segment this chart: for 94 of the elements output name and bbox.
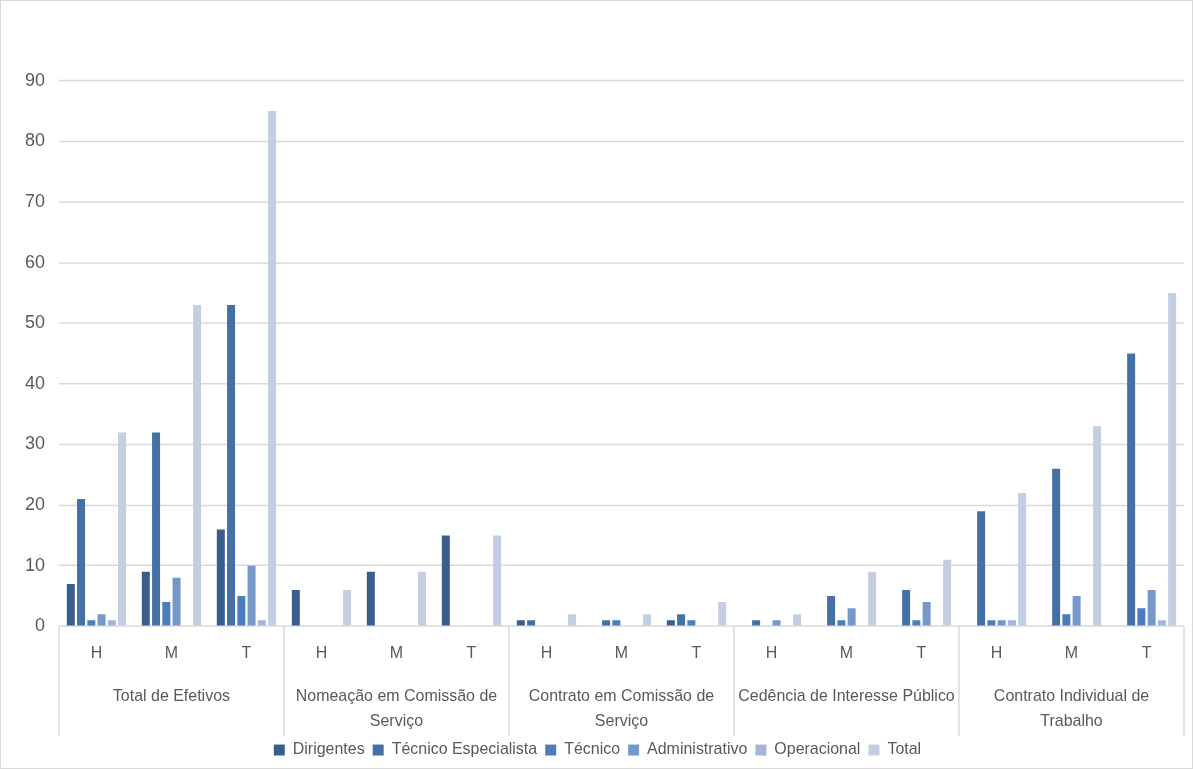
y-tick-label: 30 — [24, 433, 45, 454]
bar — [912, 620, 921, 626]
y-tick-label: 50 — [24, 312, 45, 333]
x-tick-label: T — [1141, 644, 1152, 662]
bar — [1093, 426, 1102, 626]
bar — [1062, 614, 1071, 626]
bar — [1168, 292, 1177, 626]
bar — [847, 608, 856, 626]
bar — [687, 620, 696, 626]
x-tick-label: T — [466, 644, 477, 662]
legend-label: Administrativo — [647, 740, 748, 758]
bar — [943, 559, 952, 626]
bar — [516, 620, 525, 626]
bar — [257, 620, 266, 626]
y-tick-label: 0 — [34, 615, 45, 636]
bar — [643, 614, 652, 626]
bar — [1137, 608, 1146, 626]
bar — [107, 620, 116, 626]
bar — [291, 590, 300, 626]
legend-label: Operacional — [774, 740, 861, 758]
bar — [366, 571, 375, 626]
bar — [1157, 620, 1166, 626]
bar — [343, 590, 352, 626]
x-tick-label: H — [540, 644, 553, 662]
text: Contrato Individual de Trabalho — [993, 686, 1150, 729]
bar — [493, 535, 502, 626]
bar — [247, 565, 256, 626]
y-tick-label: 90 — [24, 69, 45, 90]
bar — [793, 614, 802, 626]
x-tick-label: M — [389, 644, 404, 662]
legend-label: Dirigentes — [292, 740, 365, 758]
legend-label: Técnico Especialista — [391, 740, 538, 758]
x-tick-label: M — [839, 644, 854, 662]
bar — [141, 571, 150, 626]
y-tick-label: 70 — [24, 190, 45, 211]
x-tick-label: H — [90, 644, 103, 662]
bar — [827, 596, 836, 626]
x-tick-label: H — [765, 644, 778, 662]
bar — [987, 620, 996, 626]
legend-label: Total — [887, 740, 922, 758]
bar — [237, 596, 246, 626]
bar — [1007, 620, 1016, 626]
bar — [677, 614, 686, 626]
text: Contrato em Comissão de Serviço — [528, 686, 715, 729]
bar — [97, 614, 106, 626]
bar — [227, 305, 236, 626]
bar — [868, 571, 877, 626]
bar — [216, 529, 225, 626]
bar — [1127, 353, 1136, 626]
x-tick-label: M — [614, 644, 629, 662]
legend-label: Técnico — [564, 740, 621, 758]
y-tick-label: 40 — [24, 372, 45, 393]
x-tick-label: T — [916, 644, 927, 662]
bar — [922, 602, 931, 626]
bar — [902, 590, 911, 626]
bar — [718, 602, 727, 626]
x-tick-label: M — [164, 644, 179, 662]
bar — [612, 620, 621, 626]
bar — [1072, 596, 1081, 626]
bar — [87, 620, 96, 626]
bar — [602, 620, 611, 626]
text: Cedência de Interesse Público — [738, 686, 955, 704]
bar — [527, 620, 536, 626]
bar — [77, 499, 86, 626]
x-tick-label: T — [691, 644, 702, 662]
x-tick-label: H — [990, 644, 1003, 662]
bar — [152, 432, 161, 626]
text: Total de Efetivos — [112, 686, 231, 704]
y-tick-label: 80 — [24, 130, 45, 151]
bar — [568, 614, 577, 626]
bar — [1147, 590, 1156, 626]
bar — [997, 620, 1006, 626]
text: Nomeação em Comissão de Serviço — [295, 686, 498, 729]
bar — [172, 577, 181, 626]
x-tick-label: T — [241, 644, 252, 662]
bar — [772, 620, 781, 626]
bar — [752, 620, 761, 626]
bar — [66, 583, 75, 626]
bar — [1018, 493, 1027, 626]
bar — [118, 432, 127, 626]
bar — [193, 305, 202, 626]
x-tick-label: H — [315, 644, 328, 662]
bar — [1052, 468, 1061, 626]
bar — [837, 620, 846, 626]
bar — [268, 111, 277, 626]
bar — [162, 602, 171, 626]
bar — [441, 535, 450, 626]
x-tick-label: M — [1064, 644, 1079, 662]
bar — [666, 620, 675, 626]
y-tick-label: 10 — [24, 554, 45, 575]
y-tick-label: 60 — [24, 251, 45, 272]
bar — [418, 571, 427, 626]
y-tick-label: 20 — [24, 494, 45, 515]
bar — [977, 511, 986, 626]
